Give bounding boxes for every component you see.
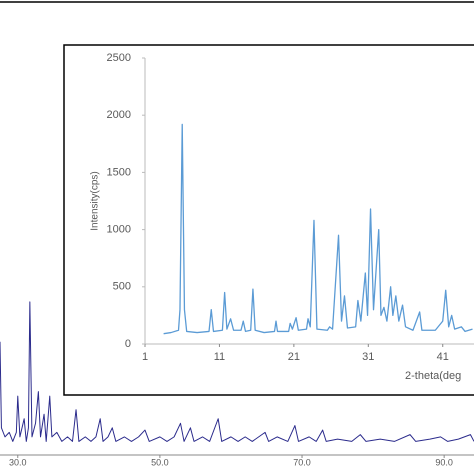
y-tick-label: 1500 [107, 166, 131, 178]
y-tick-label: 2000 [107, 109, 131, 121]
x-tick-label: 90.0 [435, 457, 453, 467]
x-tick-label: 30.0 [9, 457, 27, 467]
inset-frame [63, 44, 474, 396]
data-line [0, 301, 474, 442]
y-tick-label: 500 [113, 281, 131, 293]
y-axis-label: Intensity(cps) [90, 171, 101, 230]
x-tick-label: 70.0 [293, 457, 311, 467]
x-tick-label: 50.0 [151, 457, 169, 467]
x-tick-label: 21 [288, 351, 300, 363]
data-line [163, 123, 473, 335]
y-tick-label: 1000 [107, 224, 131, 236]
y-tick-label: 0 [125, 338, 131, 350]
x-axis-label: 2-theta(deg [405, 370, 461, 382]
x-tick-label: 11 [214, 351, 225, 363]
y-tick-label: 2500 [107, 52, 131, 64]
x-tick-label: 41 [437, 351, 449, 363]
x-tick-label: 1 [142, 351, 148, 363]
x-tick-label: 31 [362, 351, 374, 363]
